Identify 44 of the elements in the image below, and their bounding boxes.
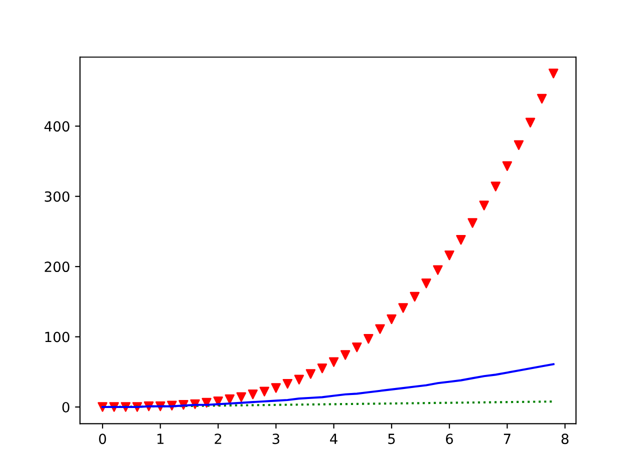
point [525, 118, 536, 128]
point [398, 303, 408, 313]
point [490, 182, 501, 192]
x-tick-label: 1 [157, 434, 164, 444]
point [432, 265, 443, 275]
point [340, 350, 350, 360]
point [328, 357, 339, 367]
y-tick-label: 200 [44, 262, 70, 272]
point [456, 235, 466, 245]
x-tick-label: 4 [330, 434, 338, 444]
point [514, 140, 524, 150]
point [421, 278, 432, 288]
point [548, 68, 558, 78]
x-tick-label: 6 [446, 434, 453, 444]
point [375, 324, 385, 334]
point [317, 364, 328, 374]
point [306, 369, 316, 379]
point [468, 218, 478, 228]
point [479, 200, 489, 210]
x-tick-label: 2 [214, 434, 222, 444]
point [294, 374, 304, 384]
point [248, 390, 258, 400]
point [213, 396, 224, 406]
point [352, 342, 362, 352]
y-tick-label: 400 [44, 121, 70, 132]
x-tick-label: 0 [99, 434, 106, 444]
x-tick-label: 8 [562, 434, 568, 444]
point [537, 94, 547, 104]
point [386, 314, 396, 324]
point [236, 392, 246, 402]
point [260, 386, 270, 396]
x-tick-label: 3 [272, 434, 280, 444]
point [282, 378, 292, 389]
point [502, 161, 512, 172]
point [444, 250, 454, 260]
x-tick-label: 7 [504, 434, 510, 444]
x-tick-label: 5 [388, 434, 395, 444]
point [410, 292, 420, 302]
y-tick-label: 0 [62, 402, 70, 412]
point [224, 394, 235, 404]
point [364, 334, 374, 344]
point [271, 383, 281, 393]
y-tick-label: 300 [44, 191, 70, 202]
y-tick-label: 100 [45, 332, 70, 342]
